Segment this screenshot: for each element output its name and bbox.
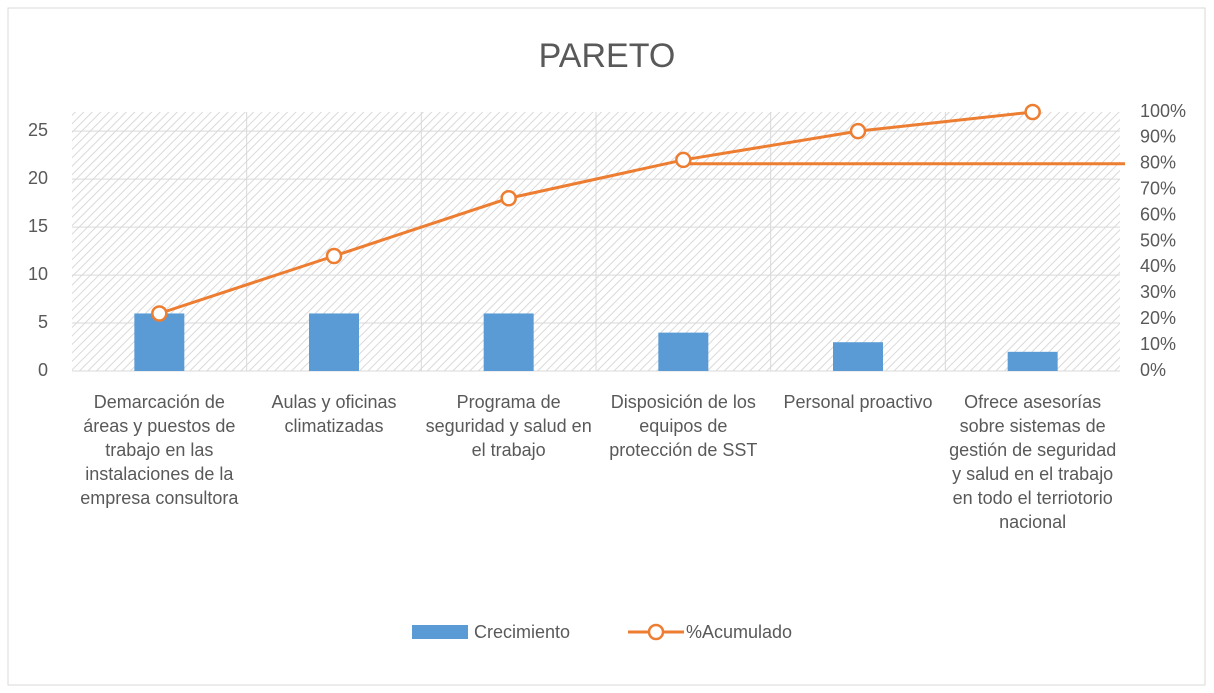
cumulative-point [500, 189, 517, 207]
cumulative-point [325, 247, 343, 265]
y-tick-label: 10 [28, 264, 48, 284]
x-tick-label: Aulas y oficinas climatizadas [271, 392, 397, 436]
bar [833, 342, 883, 371]
y2-tick-label: 90% [1140, 127, 1176, 147]
bar [658, 332, 709, 371]
cumulative-line [158, 110, 1033, 315]
x-tick-label: Programa de seguridad y salud en el trab… [425, 392, 592, 460]
legend-label: Crecimiento [474, 622, 570, 642]
legend-label: %Acumulado [686, 622, 792, 642]
y2-tick-label: 60% [1140, 204, 1176, 224]
cumulative-point [675, 151, 692, 169]
y2-tick-label: 0% [1140, 360, 1166, 380]
y2-tick-label: 80% [1140, 153, 1176, 173]
y-tick-label: 25 [28, 120, 48, 140]
bar [134, 313, 185, 371]
y2-tick-label: 10% [1140, 334, 1176, 354]
y2-tick-label: 40% [1140, 256, 1176, 276]
x-tick-label: Ofrece asesorías sobre sistemas de gesti… [949, 392, 1117, 532]
chart-title: PARETO [539, 37, 676, 75]
bar [483, 313, 534, 371]
bar [309, 313, 359, 371]
x-tick-label: Personal proactivo [783, 392, 933, 412]
y-tick-label: 5 [38, 312, 48, 332]
y-tick-label: 0 [38, 360, 48, 380]
x-tick-label: Disposición de los equipos de protección… [609, 392, 758, 460]
y2-tick-label: 70% [1140, 178, 1176, 198]
y2-tick-label: 50% [1140, 230, 1176, 250]
legend-swatch [647, 623, 665, 641]
y2-tick-label: 20% [1140, 308, 1176, 328]
y2-tick-label: 100% [1140, 101, 1186, 121]
cumulative-point [849, 122, 867, 140]
y-tick-label: 15 [28, 216, 48, 236]
y2-tick-label: 30% [1140, 282, 1176, 302]
bar [1007, 351, 1058, 371]
cumulative-point [151, 305, 168, 322]
y-tick-label: 20 [28, 168, 48, 188]
x-tick-label: Demarcación de áreas y puestos de trabaj… [80, 392, 239, 508]
legend-swatch [412, 625, 468, 639]
cumulative-point [1024, 103, 1041, 121]
